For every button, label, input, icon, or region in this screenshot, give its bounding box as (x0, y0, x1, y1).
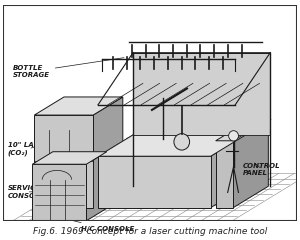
Text: CONTROL
PANEL: CONTROL PANEL (243, 163, 281, 176)
Polygon shape (93, 97, 123, 208)
Circle shape (229, 131, 238, 141)
Polygon shape (98, 135, 246, 156)
Polygon shape (32, 152, 107, 164)
Text: BOTTLE
STORAGE: BOTTLE STORAGE (13, 58, 124, 78)
Text: SERVICE
CONSOLE: SERVICE CONSOLE (8, 186, 45, 198)
Circle shape (174, 134, 190, 150)
Polygon shape (216, 119, 268, 141)
Polygon shape (98, 156, 211, 208)
Polygon shape (34, 115, 93, 208)
Polygon shape (133, 53, 270, 135)
Bar (3, 5, 297, 221)
Polygon shape (216, 141, 233, 208)
Text: Fig.6. 1969 concept for a laser cutting machine tool: Fig.6. 1969 concept for a laser cutting … (33, 227, 267, 236)
Polygon shape (211, 135, 246, 208)
Text: H/C CONSOLE: H/C CONSOLE (55, 216, 135, 232)
Text: 10" LASER
(CO₂): 10" LASER (CO₂) (8, 142, 49, 156)
Polygon shape (86, 152, 107, 221)
Polygon shape (32, 164, 86, 221)
Polygon shape (34, 97, 123, 115)
Polygon shape (233, 119, 268, 208)
